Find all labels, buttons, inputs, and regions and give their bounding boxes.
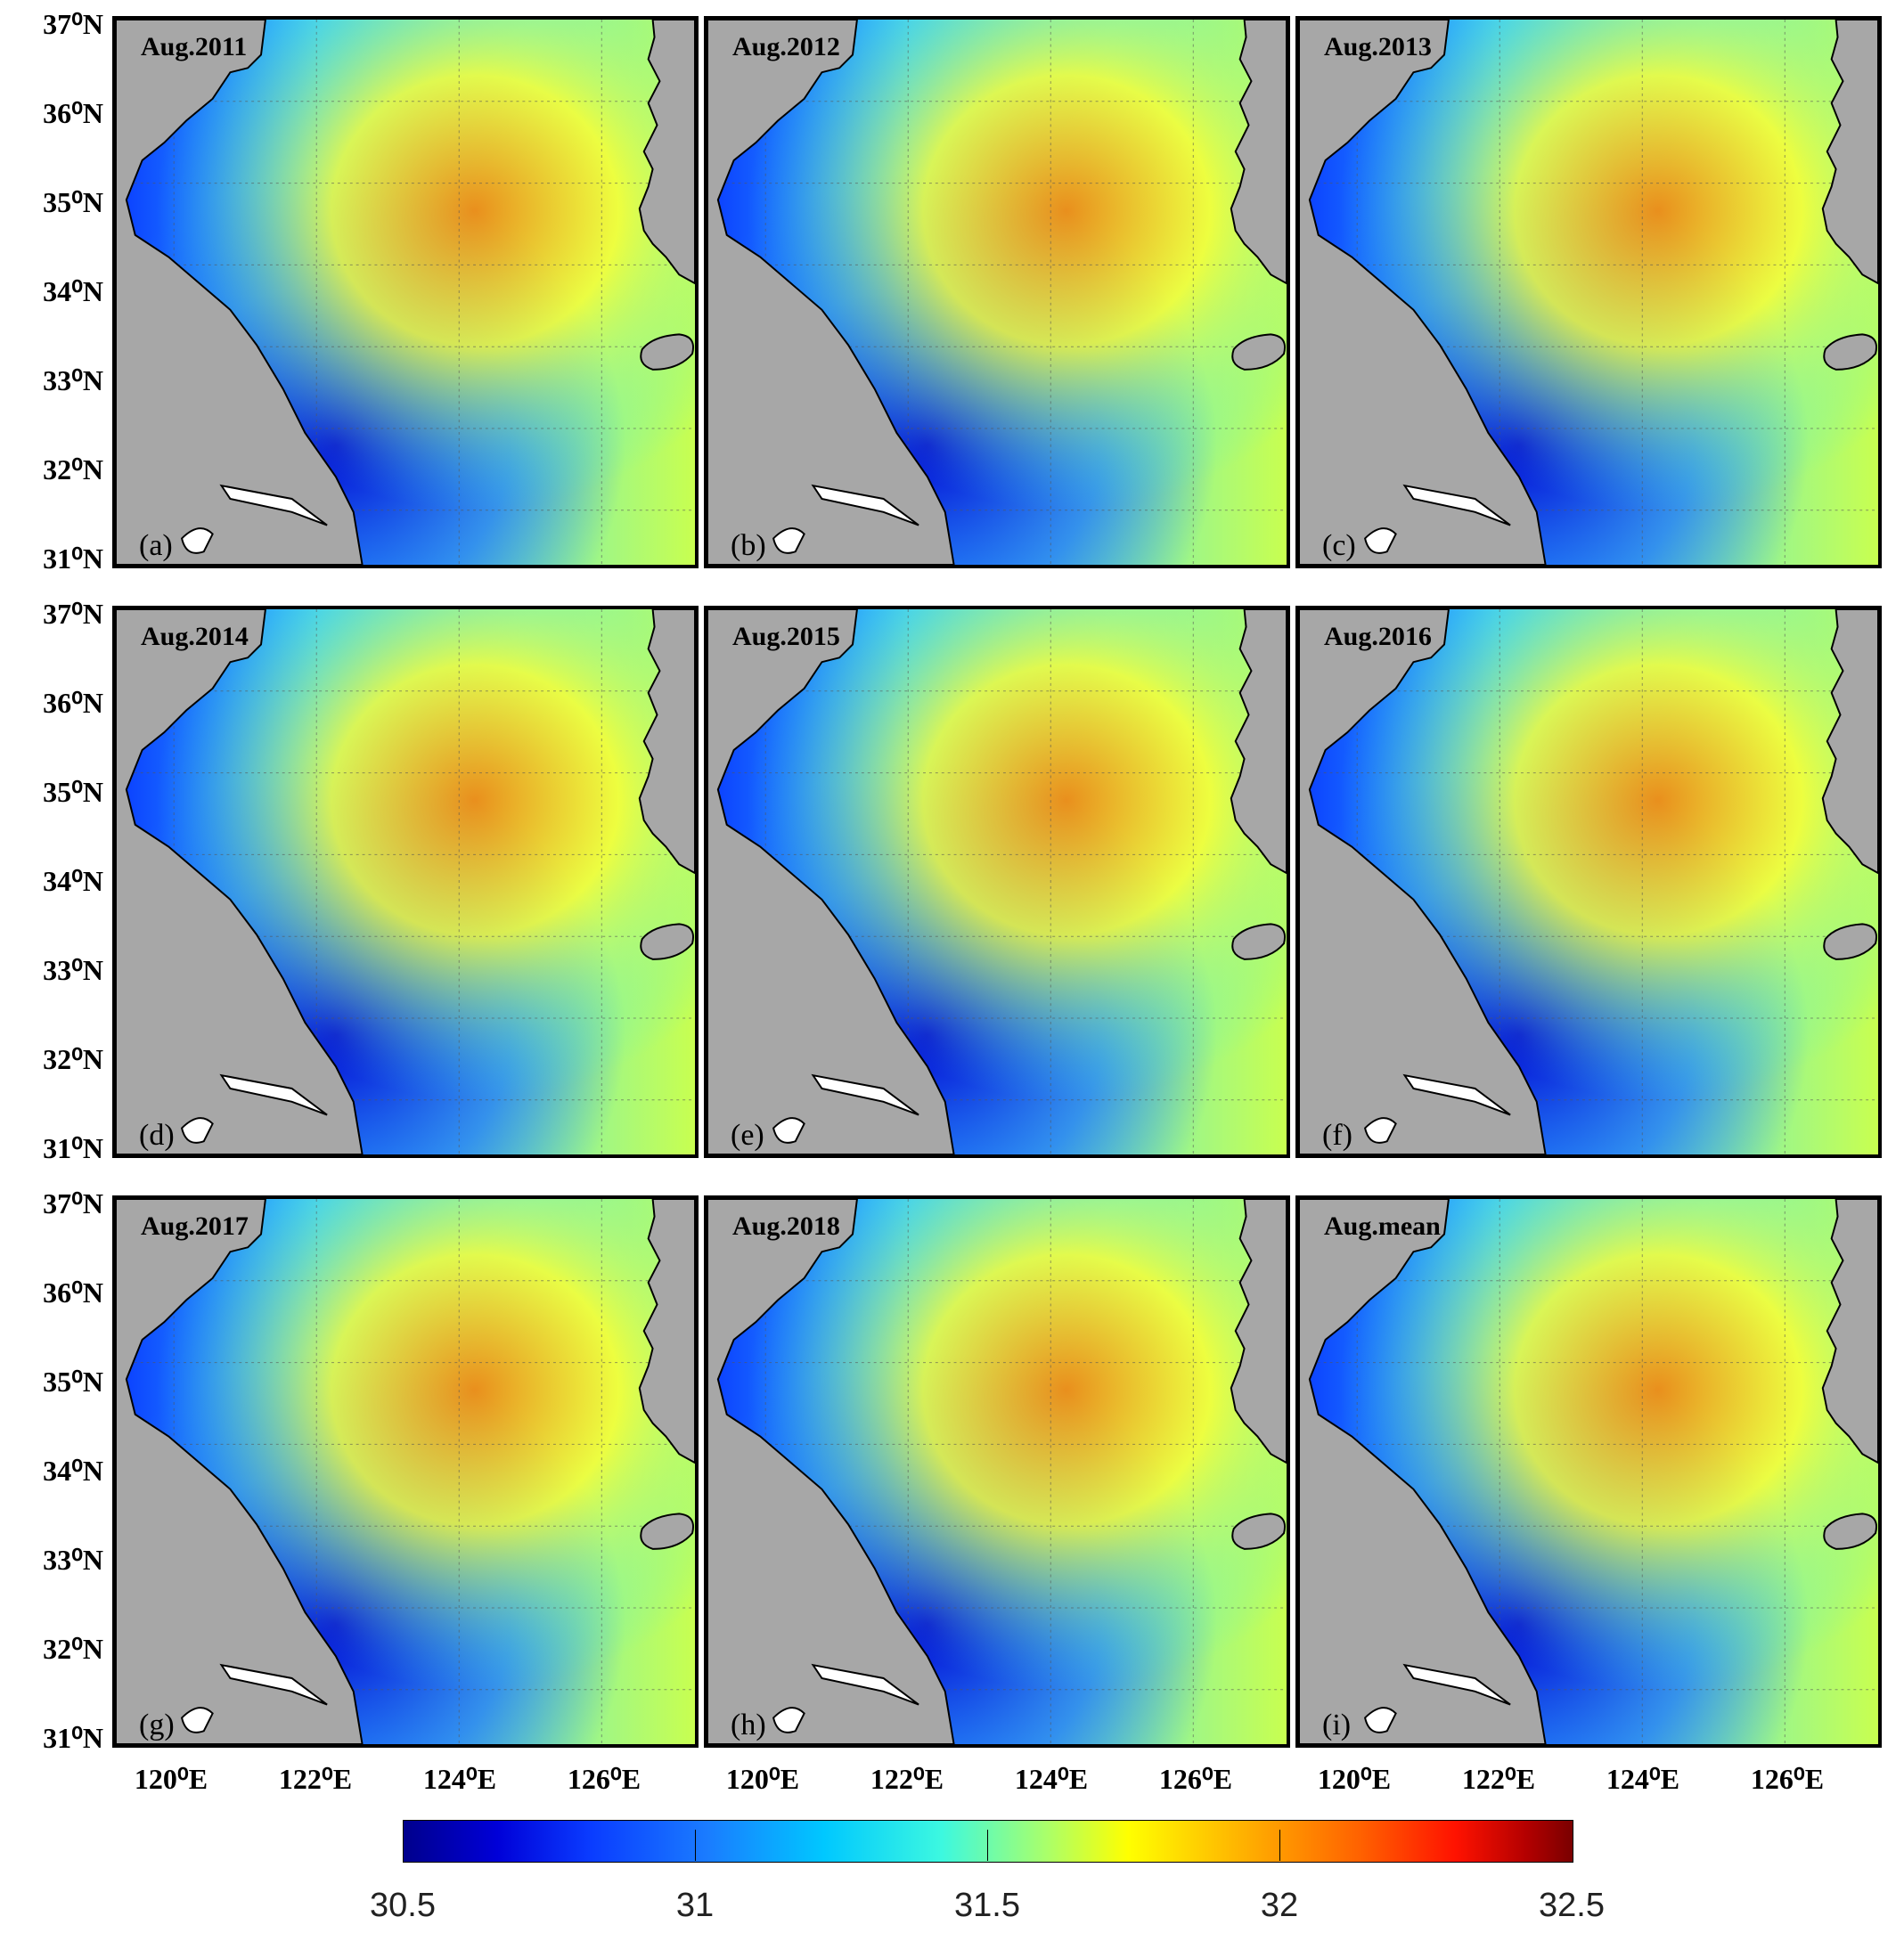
longitude-label: 124⁰E — [989, 1762, 1114, 1796]
map-panel: Aug.2014 (d) — [112, 606, 699, 1158]
salinity-field — [707, 1199, 1287, 1744]
latitude-label: 35⁰N — [5, 185, 103, 219]
longitude-label: 120⁰E — [109, 1762, 233, 1796]
latitude-label: 34⁰N — [5, 274, 103, 308]
latitude-label: 37⁰N — [5, 597, 103, 631]
panel-letter: (b) — [731, 529, 766, 563]
latitude-label: 34⁰N — [5, 1454, 103, 1488]
latitude-label: 36⁰N — [5, 1276, 103, 1309]
panel-letter: (e) — [731, 1119, 764, 1153]
map-panel: Aug.2017 (g) — [112, 1195, 699, 1748]
latitude-label: 32⁰N — [5, 453, 103, 486]
panel-letter: (a) — [139, 529, 173, 563]
latitude-label: 33⁰N — [5, 363, 103, 397]
salinity-field — [116, 20, 695, 565]
colorbar-tick-mark — [987, 1830, 988, 1861]
longitude-label: 124⁰E — [1581, 1762, 1705, 1796]
panel-title: Aug.2017 — [141, 1211, 249, 1242]
panel-letter: (d) — [139, 1119, 175, 1153]
colorbar-tick-label: 32 — [1226, 1887, 1333, 1925]
latitude-label: 37⁰N — [5, 7, 103, 41]
panel-letter: (i) — [1322, 1709, 1351, 1742]
map-panel: Aug.2018 (h) — [704, 1195, 1290, 1748]
latitude-label: 35⁰N — [5, 775, 103, 809]
salinity-field — [116, 609, 695, 1154]
latitude-label: 35⁰N — [5, 1365, 103, 1399]
latitude-label: 33⁰N — [5, 953, 103, 987]
latitude-label: 31⁰N — [5, 1721, 103, 1755]
colorbar-tick-mark — [1279, 1830, 1280, 1861]
colorbar — [403, 1820, 1573, 1863]
panel-letter: (g) — [139, 1709, 175, 1742]
colorbar-tick-label: 30.5 — [349, 1887, 456, 1925]
panel-title: Aug.2014 — [141, 622, 249, 652]
panel-title: Aug.2011 — [141, 32, 247, 62]
salinity-field — [1299, 609, 1878, 1154]
longitude-label: 124⁰E — [397, 1762, 522, 1796]
salinity-field — [707, 609, 1287, 1154]
longitude-label: 126⁰E — [1725, 1762, 1850, 1796]
latitude-label: 31⁰N — [5, 1131, 103, 1165]
latitude-label: 31⁰N — [5, 542, 103, 575]
salinity-field — [707, 20, 1287, 565]
map-panel: Aug.mean (i) — [1295, 1195, 1882, 1748]
longitude-label: 122⁰E — [253, 1762, 378, 1796]
latitude-label: 36⁰N — [5, 686, 103, 720]
panel-letter: (c) — [1322, 529, 1356, 563]
panel-letter: (h) — [731, 1709, 766, 1742]
map-panel: Aug.2016 (f) — [1295, 606, 1882, 1158]
panel-title: Aug.2018 — [732, 1211, 840, 1242]
map-panel: Aug.2013 (c) — [1295, 16, 1882, 568]
panel-title: Aug.2015 — [732, 622, 840, 652]
longitude-label: 126⁰E — [542, 1762, 666, 1796]
latitude-label: 36⁰N — [5, 96, 103, 130]
salinity-field — [1299, 20, 1878, 565]
latitude-label: 33⁰N — [5, 1543, 103, 1577]
map-panel: Aug.2012 (b) — [704, 16, 1290, 568]
salinity-field — [1299, 1199, 1878, 1744]
map-panel: Aug.2011 (a) — [112, 16, 699, 568]
latitude-label: 37⁰N — [5, 1187, 103, 1220]
longitude-label: 120⁰E — [700, 1762, 825, 1796]
latitude-label: 32⁰N — [5, 1042, 103, 1076]
panel-title: Aug.mean — [1324, 1211, 1441, 1242]
panel-title: Aug.2013 — [1324, 32, 1432, 62]
latitude-label: 34⁰N — [5, 864, 103, 898]
colorbar-tick-label: 31 — [641, 1887, 748, 1925]
panel-title: Aug.2016 — [1324, 622, 1432, 652]
colorbar-tick-label: 32.5 — [1518, 1887, 1625, 1925]
longitude-label: 126⁰E — [1133, 1762, 1258, 1796]
panel-title: Aug.2012 — [732, 32, 840, 62]
panel-letter: (f) — [1322, 1119, 1352, 1153]
salinity-field — [116, 1199, 695, 1744]
colorbar-tick-label: 31.5 — [934, 1887, 1041, 1925]
longitude-label: 122⁰E — [845, 1762, 969, 1796]
longitude-label: 120⁰E — [1292, 1762, 1417, 1796]
map-panel: Aug.2015 (e) — [704, 606, 1290, 1158]
colorbar-tick-mark — [695, 1830, 696, 1861]
longitude-label: 122⁰E — [1436, 1762, 1561, 1796]
latitude-label: 32⁰N — [5, 1632, 103, 1666]
